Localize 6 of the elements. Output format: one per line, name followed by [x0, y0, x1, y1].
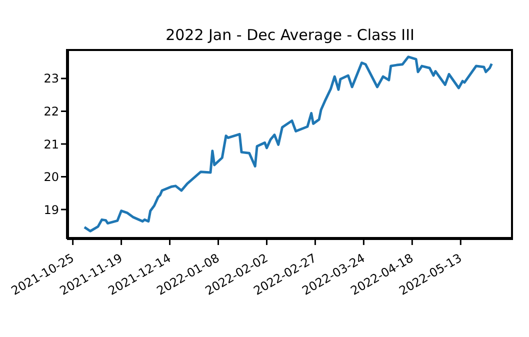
y-tick-label: 22: [44, 104, 59, 118]
chart-title: 2022 Jan - Dec Average - Class III: [164, 26, 416, 44]
y-tick-label: 21: [44, 137, 59, 152]
y-tick-label: 23: [44, 72, 59, 86]
y-tick-label: 19: [44, 202, 59, 217]
y-tick-label: 20: [44, 170, 59, 184]
